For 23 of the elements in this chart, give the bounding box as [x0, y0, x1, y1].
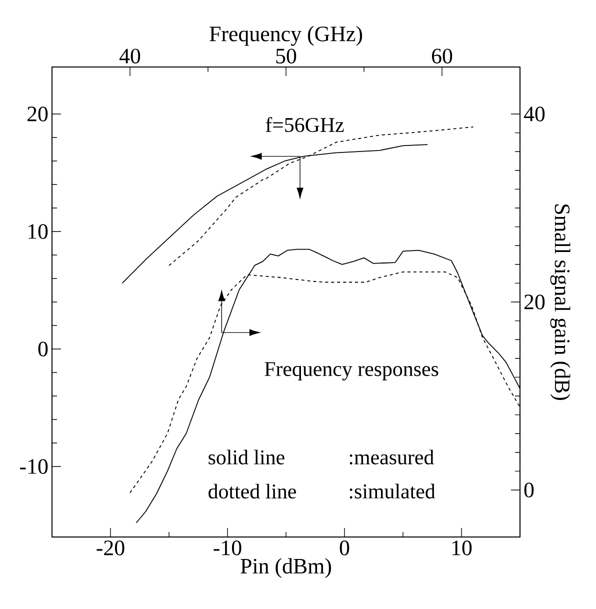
annotation: :simulated — [350, 484, 436, 499]
y-tick-label: 20 — [524, 294, 545, 310]
x-axis-title: Pin (dBm) — [240, 558, 331, 578]
annotation: solid line — [208, 450, 284, 464]
x-tick-label: -20 — [96, 540, 124, 556]
y-tick-label: 20 — [28, 106, 48, 122]
x-tick-label: 60 — [432, 48, 452, 64]
x-tick-label: 40 — [119, 48, 140, 64]
y-axis-title: Small signal gain (dB) — [550, 204, 570, 400]
x-tick-label: 10 — [452, 540, 472, 556]
y-tick-label: 40 — [524, 106, 545, 122]
y-tick-label: 10 — [28, 224, 48, 239]
annotation: Frequency responses — [264, 362, 438, 380]
y-tick-label: 0 — [38, 342, 48, 356]
x-tick-label: -10 — [214, 540, 242, 556]
annotation: :measured — [350, 450, 434, 465]
annotation: dotted line — [208, 484, 296, 499]
annotation: f=56GHz — [266, 117, 344, 132]
x-tick-label: 0 — [340, 540, 350, 556]
x-tick-label: 50 — [276, 48, 296, 64]
y-tick-label: 0 — [524, 482, 534, 498]
y-tick-label: -10 — [20, 459, 48, 474]
x-axis-title: Frequency (GHz) — [210, 26, 362, 46]
